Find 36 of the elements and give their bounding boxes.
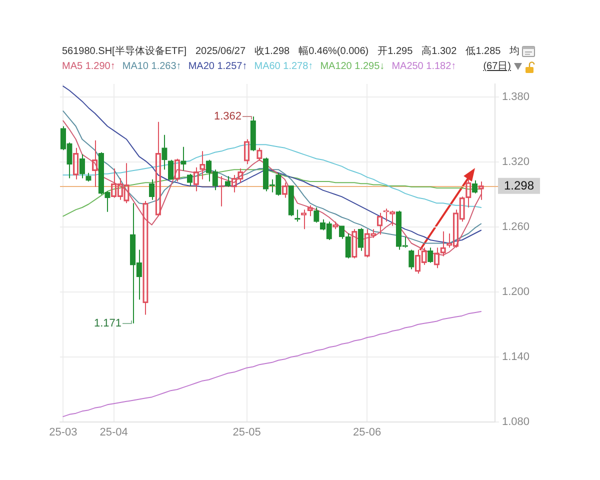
y-tick-label: 1.080 <box>502 416 530 428</box>
text: MA60 1.278↑ <box>254 60 314 73</box>
candlestick <box>162 134 168 170</box>
chart-title: 561980.SH[半导体设备ETF] <box>62 45 186 58</box>
y-tick-label: 1.320 <box>502 156 530 168</box>
candlestick <box>224 176 231 188</box>
text: 低1.285 <box>466 45 501 58</box>
candlestick <box>86 172 92 182</box>
candlestick <box>358 228 364 252</box>
text: MA250 1.182↑ <box>392 60 456 73</box>
annotation: 1.362 <box>214 110 242 123</box>
candlestick <box>180 146 186 172</box>
text: 幅0.46%(0.006) <box>298 45 369 58</box>
text: 均 <box>510 45 520 58</box>
text: MA5 1.290↑ <box>62 60 116 73</box>
y-tick-label: 1.380 <box>502 91 530 104</box>
y-tick-label: 1.200 <box>502 286 530 298</box>
text: 开1.295 <box>378 45 413 58</box>
text: (67日) <box>483 60 511 73</box>
candlestick <box>148 178 155 200</box>
candlestick <box>79 154 85 179</box>
candlestick <box>428 247 434 264</box>
text: MA20 1.257↑ <box>188 60 248 73</box>
x-tick-label: 25-06 <box>353 426 382 439</box>
text: MA120 1.295↓ <box>320 60 385 73</box>
y-tick-label: 1.260 <box>502 221 530 234</box>
y-tick-label: 1.140 <box>502 351 530 364</box>
x-tick-label: 25-03 <box>49 426 78 439</box>
chart-subtitle: 2025/06/27 <box>195 45 246 58</box>
annotation: 1.171 <box>94 318 122 330</box>
x-tick-label: 25-05 <box>232 426 261 439</box>
x-tick-label: 25-04 <box>100 426 128 439</box>
ref-line-label: 1.298 <box>504 178 534 193</box>
text: 高1.302 <box>422 45 457 58</box>
text: 收1.298 <box>254 45 290 58</box>
text: MA10 1.263↑ <box>122 60 182 73</box>
